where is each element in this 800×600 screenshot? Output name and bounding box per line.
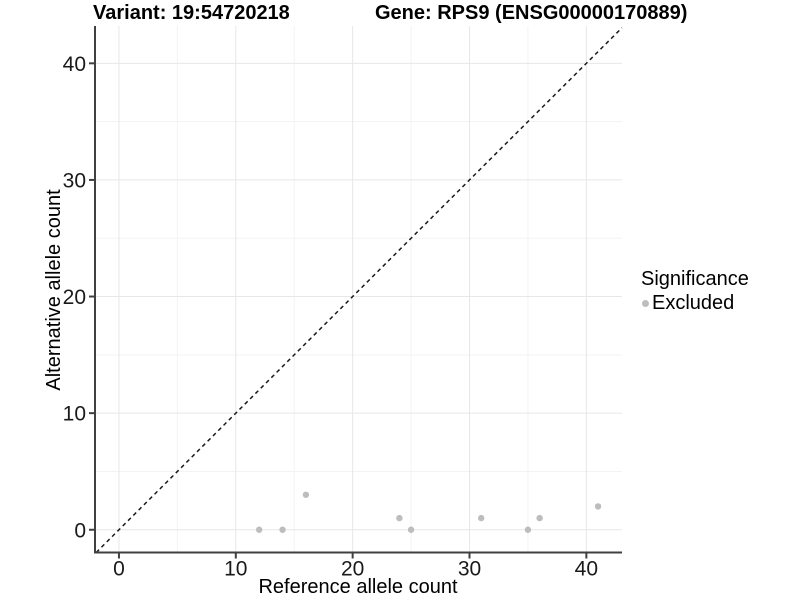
legend-entry-excluded: Excluded	[641, 292, 749, 315]
y-tick-label: 20	[63, 286, 86, 309]
data-point	[407, 526, 415, 533]
grid-major	[95, 26, 622, 553]
data-point	[594, 503, 602, 510]
data-point	[255, 526, 263, 533]
data-point	[302, 491, 310, 498]
x-tick-label: 40	[575, 558, 598, 581]
x-tick-label: 0	[113, 558, 125, 581]
identity-line	[95, 27, 623, 554]
axis-tick-labels: 0 10 20 30 40 0 10 20 30 40	[63, 53, 598, 581]
axis-ticks	[89, 62, 588, 559]
y-tick-label: 30	[63, 169, 86, 192]
y-tick-label: 40	[63, 53, 86, 76]
variant-title: Variant: 19:54720218	[93, 2, 290, 24]
data-point	[396, 514, 403, 522]
data-point	[279, 526, 286, 533]
legend-entry-label: Excluded	[652, 292, 735, 314]
y-axis-title: Alternative allele count	[43, 189, 65, 391]
x-tick-label: 10	[224, 558, 247, 581]
y-tick-label: 10	[63, 403, 86, 426]
identity-line-group	[95, 27, 623, 554]
gene-title: Gene: RPS9 (ENSG00000170889)	[375, 2, 688, 24]
legend-title: Significance	[641, 268, 749, 290]
grid-minor	[95, 26, 622, 553]
x-tick-label: 30	[458, 558, 481, 581]
data-point	[477, 514, 485, 522]
legend-point-swatch	[642, 300, 649, 307]
x-tick-label: 20	[341, 558, 364, 581]
data-point	[524, 526, 532, 533]
data-points	[255, 491, 602, 533]
axis-lines	[94, 26, 622, 554]
x-axis-title: Reference allele count	[258, 576, 457, 598]
legend: Significance Excluded	[641, 268, 749, 315]
data-point	[536, 514, 543, 522]
y-tick-label: 0	[74, 519, 86, 542]
